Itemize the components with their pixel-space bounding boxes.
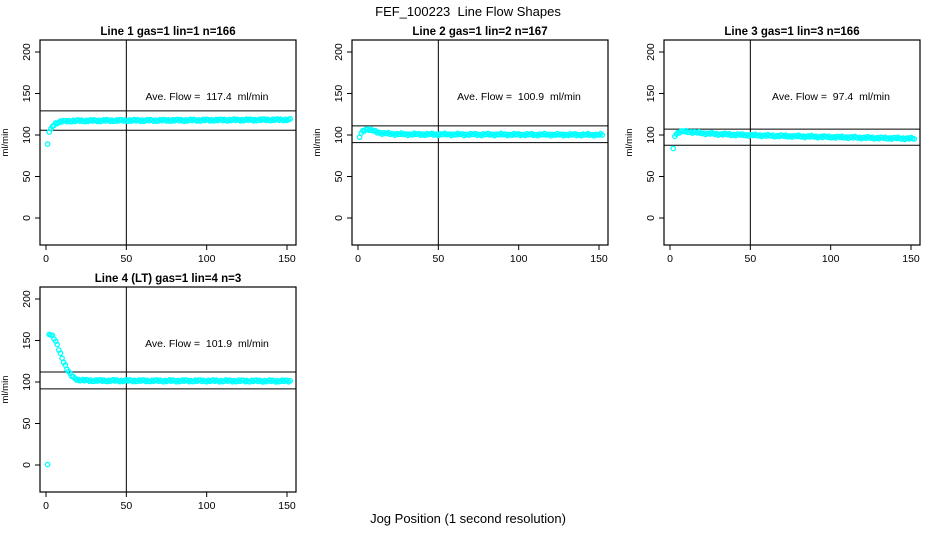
subplot-line-1: 0 50 100 150 0 50 100 150 200 ml/min Line 1 gas=1… bbox=[0, 25, 312, 265]
subplot-line-3: 0 50 100 150 0 50 100 150 200 ml/min Line 3 gas=1… bbox=[624, 25, 936, 265]
ave-flow-annotation: Ave. Flow = 101.9 ml/min bbox=[145, 338, 269, 350]
ave-flow-annotation: Ave. Flow = 100.9 ml/min bbox=[457, 91, 581, 103]
x-tick-label: 100 bbox=[510, 253, 528, 265]
data-point bbox=[670, 145, 677, 152]
y-tick-label: 50 bbox=[645, 171, 657, 183]
y-tick-label: 100 bbox=[21, 373, 33, 391]
plot-box bbox=[351, 39, 609, 246]
x-tick-label: 150 bbox=[278, 500, 296, 512]
x-tick-label: 50 bbox=[120, 253, 132, 265]
x-tick-label: 0 bbox=[355, 253, 361, 265]
y-tick-label: 100 bbox=[645, 126, 657, 144]
y-tick-label: 150 bbox=[333, 85, 345, 103]
x-tick-label: 100 bbox=[198, 500, 216, 512]
x-tick-label: 50 bbox=[744, 253, 756, 265]
subplot-title: Line 1 gas=1 lin=1 n=166 bbox=[100, 26, 236, 38]
data-point bbox=[44, 141, 51, 147]
x-tick-label: 150 bbox=[590, 253, 608, 265]
y-tick-label: 200 bbox=[333, 43, 345, 61]
y-tick-label: 100 bbox=[21, 126, 33, 144]
subplot-title: Line 4 (LT) gas=1 lin=4 n=3 bbox=[94, 273, 242, 285]
data-point bbox=[287, 377, 294, 384]
subplot-title: Line 2 gas=1 lin=2 n=167 bbox=[412, 26, 548, 38]
x-tick-label: 100 bbox=[822, 253, 840, 265]
plot-box bbox=[663, 39, 921, 246]
y-axis-label: ml/min bbox=[0, 129, 11, 157]
figure-title: FEF_100223 Line Flow Shapes bbox=[375, 4, 561, 19]
y-tick-label: 100 bbox=[333, 126, 345, 144]
y-tick-label: 50 bbox=[333, 171, 345, 183]
x-tick-label: 150 bbox=[278, 253, 296, 265]
y-tick-label: 200 bbox=[21, 43, 33, 61]
x-tick-label: 50 bbox=[432, 253, 444, 265]
subplot-line-2: 0 50 100 150 0 50 100 150 200 ml/min Line 2 gas=1… bbox=[312, 25, 624, 265]
y-tick-label: 50 bbox=[21, 418, 33, 430]
y-tick-label: 0 bbox=[333, 215, 345, 221]
plot-box bbox=[39, 286, 297, 493]
y-tick-label: 50 bbox=[21, 171, 33, 183]
y-tick-label: 150 bbox=[645, 85, 657, 103]
y-tick-label: 200 bbox=[21, 290, 33, 308]
subplot-line-4: 0 50 100 150 0 50 100 150 200 ml/min Line 4 (LT) … bbox=[0, 272, 312, 512]
y-tick-label: 200 bbox=[645, 43, 657, 61]
data-point bbox=[54, 341, 61, 348]
x-tick-label: 150 bbox=[902, 253, 920, 265]
subplot-line-1-canvas: 0 50 100 150 0 50 100 150 200 ml/min bbox=[0, 39, 297, 265]
plot-box bbox=[39, 39, 297, 246]
x-tick-label: 50 bbox=[120, 500, 132, 512]
subplot-title: Line 3 gas=1 lin=3 n=166 bbox=[724, 26, 860, 38]
x-tick-label: 0 bbox=[43, 500, 49, 512]
subplot-line-4-canvas: 0 50 100 150 0 50 100 150 200 ml/min bbox=[0, 286, 297, 512]
data-point bbox=[599, 132, 606, 138]
data-point bbox=[911, 136, 918, 142]
y-tick-label: 0 bbox=[21, 215, 33, 221]
x-tick-label: 100 bbox=[198, 253, 216, 265]
data-point bbox=[57, 350, 64, 357]
subplot-line-3-canvas: 0 50 100 150 0 50 100 150 200 ml/min bbox=[624, 39, 921, 265]
data-point bbox=[287, 115, 294, 122]
x-tick-label: 0 bbox=[43, 253, 49, 265]
y-tick-label: 0 bbox=[21, 462, 33, 468]
subplot-line-2-canvas: 0 50 100 150 0 50 100 150 200 ml/min bbox=[312, 39, 609, 265]
y-axis-label: ml/min bbox=[0, 376, 11, 404]
y-tick-label: 150 bbox=[21, 85, 33, 103]
data-point bbox=[44, 461, 51, 468]
x-tick-label: 0 bbox=[667, 253, 673, 265]
y-tick-label: 0 bbox=[645, 215, 657, 221]
x-axis-label: Jog Position (1 second resolution) bbox=[370, 511, 566, 526]
y-tick-label: 150 bbox=[21, 332, 33, 350]
y-axis-label: ml/min bbox=[624, 129, 635, 157]
ave-flow-annotation: Ave. Flow = 97.4 ml/min bbox=[772, 91, 890, 103]
ave-flow-annotation: Ave. Flow = 117.4 ml/min bbox=[145, 91, 269, 103]
y-axis-label: ml/min bbox=[312, 129, 323, 157]
